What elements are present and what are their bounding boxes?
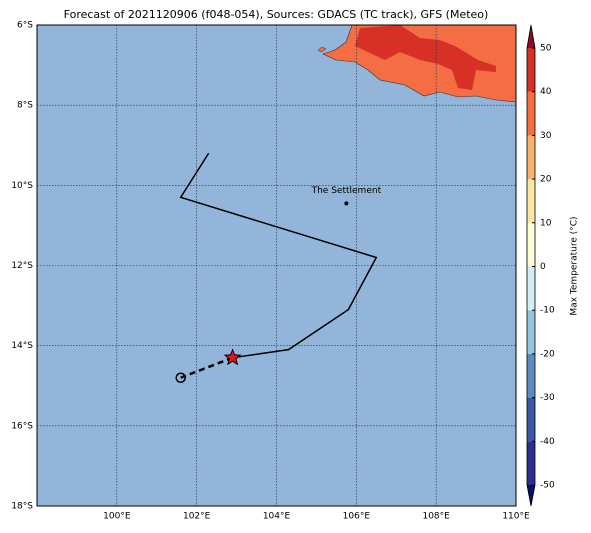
- colorbar-segment: [527, 310, 535, 354]
- title: Forecast of 2021120906 (f048-054), Sourc…: [64, 8, 489, 21]
- lat-tick-label: 8°S: [17, 101, 33, 111]
- colorbar-tick-label: -40: [540, 437, 555, 447]
- colorbar-tick-label: 20: [540, 175, 552, 185]
- lat-tick-label: 6°S: [17, 21, 33, 31]
- colorbar-tick-label: 40: [540, 87, 552, 97]
- lon-tick-label: 110°E: [502, 512, 530, 522]
- lon-tick-label: 106°E: [343, 512, 371, 522]
- lat-tick-label: 16°S: [11, 421, 33, 431]
- colorbar-tick-label: -30: [540, 393, 555, 403]
- colorbar-segment: [527, 353, 535, 398]
- place-dot: [344, 201, 349, 206]
- colorbar-tick-label: -20: [540, 349, 555, 359]
- colorbar-under: [527, 485, 535, 506]
- tc-track: [179, 152, 378, 359]
- colorbar-segment: [527, 135, 535, 180]
- land: [317, 24, 517, 103]
- colorbar-segment: [527, 91, 535, 136]
- colorbar-tick-label: 0: [540, 262, 546, 272]
- colorbar-over: [527, 25, 535, 48]
- lat-tick-label: 12°S: [11, 261, 33, 271]
- lon-tick-label: 100°E: [103, 512, 131, 522]
- lon-tick-label: 102°E: [183, 512, 211, 522]
- colorbar-segment: [527, 48, 535, 92]
- colorbar-tick-label: 50: [540, 44, 552, 54]
- current-position: [223, 348, 242, 366]
- colorbar-tick-label: 10: [540, 218, 552, 228]
- map-frame: [36, 24, 517, 507]
- lon-tick-label: 104°E: [263, 512, 291, 522]
- colorbar-tick-label: -50: [540, 481, 555, 491]
- colorbar-segment: [527, 397, 535, 442]
- colorbar-tick-label: 30: [540, 131, 552, 141]
- colorbar-label: Max Temperature (°C): [570, 216, 580, 315]
- lon-tick-label: 108°E: [422, 512, 450, 522]
- lat-tick-label: 10°S: [11, 181, 33, 191]
- lat-tick-label: 18°S: [11, 502, 33, 512]
- lat-tick-label: 14°S: [11, 341, 33, 351]
- colorbar-segment: [527, 266, 535, 311]
- colorbar-segment: [527, 179, 535, 223]
- forecast-end: [175, 372, 186, 383]
- colorbar-segment: [527, 441, 535, 485]
- colorbar-segment: [527, 222, 535, 267]
- colorbar-tick-label: -10: [540, 306, 555, 316]
- place-label: The Settlement: [311, 186, 382, 196]
